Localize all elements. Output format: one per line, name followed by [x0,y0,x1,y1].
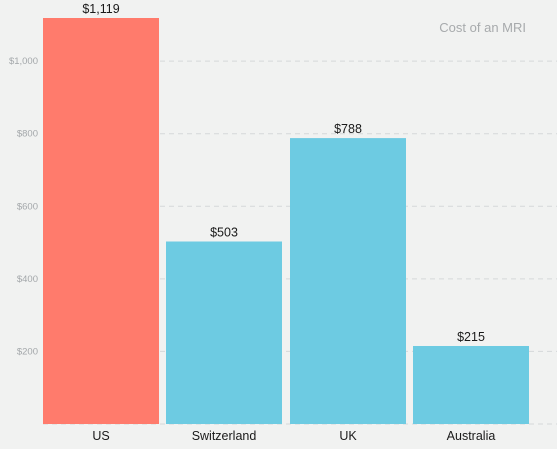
category-label: UK [339,429,357,443]
bar-uk [290,138,406,424]
category-label: Switzerland [192,429,257,443]
y-tick-label: $1,000 [9,56,38,67]
bar-us [43,18,159,424]
y-tick-label: $800 [17,129,38,140]
category-label: US [92,429,109,443]
y-tick-label: $200 [17,346,38,357]
value-label: $788 [334,122,362,136]
category-label: Australia [447,429,496,443]
y-tick-label: $400 [17,274,38,285]
bar-australia [413,345,529,424]
value-label: $215 [457,330,485,344]
bar-switzerland [166,241,282,424]
bars [43,18,529,424]
chart-title: Cost of an MRI [439,20,526,35]
value-label: $503 [210,225,238,239]
y-tick-label: $600 [17,201,38,212]
labels: $200 $400 $600 $800 $1,000 $1,119 US $503 Switze… [9,2,495,443]
value-label: $1,119 [82,2,119,16]
